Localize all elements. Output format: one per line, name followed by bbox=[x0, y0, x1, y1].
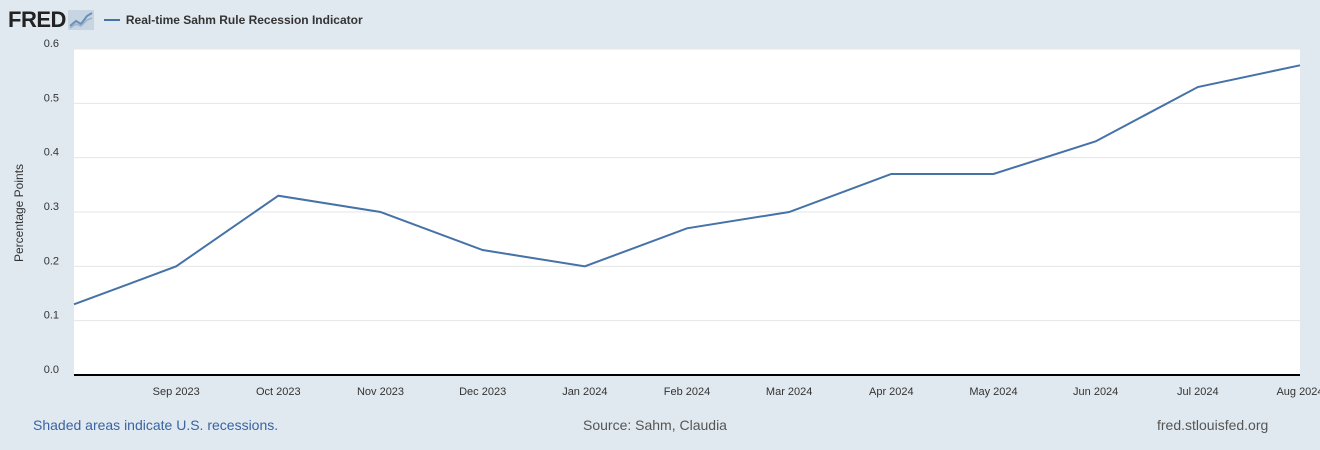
recession-note[interactable]: Shaded areas indicate U.S. recessions. bbox=[33, 417, 279, 433]
y-axis-label: Percentage Points bbox=[12, 164, 26, 262]
x-tick-label: Apr 2024 bbox=[869, 386, 914, 398]
legend-label: Real-time Sahm Rule Recession Indicator bbox=[125, 13, 363, 27]
site-link[interactable]: fred.stlouisfed.org bbox=[1157, 417, 1269, 433]
y-tick-label: 0.3 bbox=[44, 201, 59, 213]
fred-chart-icon bbox=[67, 10, 94, 30]
legend-swatch bbox=[103, 19, 120, 21]
legend[interactable]: Real-time Sahm Rule Recession Indicator bbox=[103, 13, 363, 27]
y-tick-label: 0.4 bbox=[44, 147, 59, 159]
x-tick-label: Jan 2024 bbox=[562, 386, 607, 398]
x-axis-ticks: Sep 2023 Oct 2023 Nov 2023 Dec 2023 Jan 2024… bbox=[153, 386, 1320, 398]
x-tick-label: Jun 2024 bbox=[1073, 386, 1118, 398]
source-text: Source: Sahm, Claudia bbox=[583, 417, 727, 433]
y-tick-label: 0.6 bbox=[44, 38, 59, 50]
x-tick-label: Nov 2023 bbox=[357, 386, 404, 398]
fred-logo-text: FRED bbox=[8, 7, 66, 32]
gridlines bbox=[74, 48, 1300, 322]
y-axis-ticks: 0.0 0.1 0.2 0.3 0.4 0.5 0.6 bbox=[44, 38, 59, 376]
x-tick-label: Dec 2023 bbox=[459, 386, 506, 398]
x-tick-label: Oct 2023 bbox=[256, 386, 301, 398]
y-tick-label: 0.1 bbox=[44, 310, 59, 322]
x-tick-label: Feb 2024 bbox=[664, 386, 710, 398]
x-tick-label: May 2024 bbox=[969, 386, 1017, 398]
header: FRED Real-time Sahm Rule Recession Indic… bbox=[8, 6, 363, 34]
fred-logo[interactable]: FRED bbox=[8, 7, 94, 33]
y-tick-label: 0.5 bbox=[44, 92, 59, 104]
series-line bbox=[73, 64, 1301, 306]
y-tick-label: 0.2 bbox=[44, 255, 59, 267]
y-tick-label: 0.0 bbox=[44, 364, 59, 376]
x-tick-label: Mar 2024 bbox=[766, 386, 812, 398]
x-tick-label: Sep 2023 bbox=[153, 386, 200, 398]
x-tick-label: Aug 2024 bbox=[1276, 386, 1320, 398]
x-tick-label: Jul 2024 bbox=[1177, 386, 1219, 398]
